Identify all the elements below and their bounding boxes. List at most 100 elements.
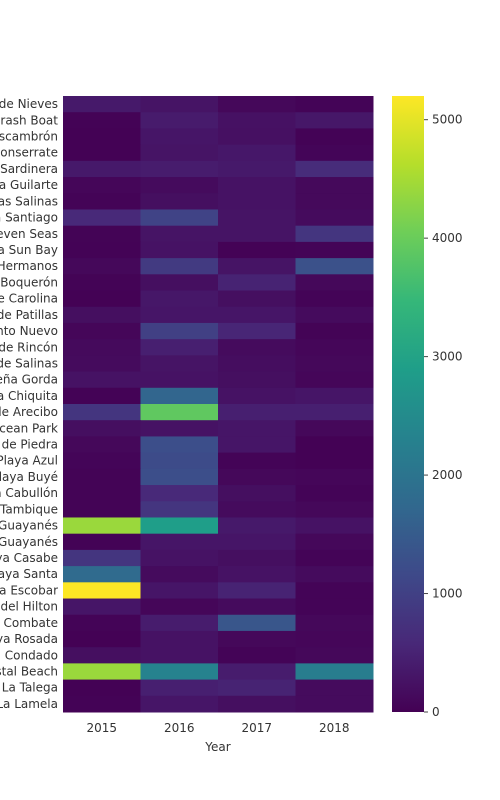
heatmap-cell [63, 96, 141, 113]
heatmap-cell [140, 404, 219, 421]
heatmap-cell [140, 663, 219, 681]
y-tick-label: Balneario de Salinas [0, 356, 58, 370]
heatmap-cell [218, 549, 296, 567]
heatmap-cell [295, 371, 374, 389]
heatmap-cell [140, 144, 219, 162]
heatmap-cell [63, 436, 141, 454]
heatmap-cell [63, 290, 141, 308]
y-tick-label: Balneario Tres Hermanos [0, 259, 58, 273]
heatmap-cell [295, 96, 374, 113]
heatmap-cell [140, 485, 219, 502]
heatmap-cell [218, 241, 296, 259]
heatmap-cell [140, 598, 219, 616]
heatmap-cell [218, 533, 296, 551]
y-axis-tick-labels: Balneario Jobos / Playa Jobos (Área de N… [0, 96, 58, 711]
y-tick-label: Playa Escobar [0, 583, 58, 597]
heatmap-cell [140, 517, 219, 535]
heatmap-cell [218, 274, 296, 292]
heatmap-cell [295, 128, 374, 146]
heatmap-cell [295, 387, 374, 405]
heatmap-cell [140, 630, 219, 648]
heatmap-cell [295, 225, 374, 243]
heatmap-cell [218, 193, 296, 210]
y-tick-label: Balneario de Carolina [0, 292, 58, 306]
y-tick-label: Playa Tambique [0, 502, 58, 516]
y-tick-label: Playa Chiquita [0, 389, 58, 403]
y-tick-label: Balneario Seven Seas [0, 227, 58, 241]
heatmap-cell [218, 371, 296, 389]
y-tick-label: Playa Santiago [0, 211, 58, 225]
heatmap-cell [140, 695, 219, 713]
heatmap-cell [218, 339, 296, 356]
heatmap-cell [63, 598, 141, 616]
heatmap-cell [218, 452, 296, 470]
heatmap-cell [218, 420, 296, 437]
heatmap-cell [295, 452, 374, 470]
heatmap-cell [218, 96, 296, 113]
heatmap-cell [140, 436, 219, 454]
heatmap-cell [295, 582, 374, 600]
heatmap-cell [140, 241, 219, 259]
y-tick-label: Playa Condado [0, 648, 58, 662]
colorbar-tick-labels: 0 1000 2000 3000 4000 5000 [424, 113, 463, 719]
heatmap-cell [63, 258, 141, 275]
heatmap-cell [63, 420, 141, 437]
x-axis-title: Year [204, 740, 230, 754]
heatmap-cell [63, 501, 141, 518]
heatmap-cell [295, 306, 374, 324]
heatmap-cell [140, 371, 219, 389]
heatmap-cell [63, 355, 141, 373]
heatmap-cell [140, 177, 219, 194]
heatmap-cell [63, 533, 141, 551]
y-tick-label: Playa Sun Bay [0, 243, 58, 257]
heatmap-cell [63, 468, 141, 486]
y-tick-label: Playa Caña Gorda de Piedra [0, 438, 58, 452]
heatmap-cell [63, 128, 141, 146]
heatmap-cell [295, 485, 374, 502]
heatmap-cell [140, 112, 219, 129]
heatmap-cell [140, 566, 219, 583]
colorbar-tick-label: 1000 [432, 587, 463, 601]
heatmap-cell [295, 663, 374, 681]
y-tick-label: Playa Buyé [0, 470, 58, 484]
heatmap-cell [63, 322, 141, 340]
x-tick-label: 2017 [241, 721, 272, 735]
heatmap-cell [63, 112, 141, 129]
heatmap-cell [218, 679, 296, 697]
heatmap-cell [63, 225, 141, 243]
heatmap-cell [63, 160, 141, 178]
y-tick-label: Balneario de Peña Gorda [0, 373, 58, 387]
heatmap-cell [63, 566, 141, 583]
y-tick-label: Playa Cabullón [0, 486, 58, 500]
heatmap-cell [295, 177, 374, 194]
heatmap-cell [63, 193, 141, 210]
colorbar-tick-label: 2000 [432, 468, 463, 482]
y-tick-label: Crystal Beach [0, 664, 58, 678]
heatmap-cell [218, 306, 296, 324]
x-tick-label: 2016 [164, 721, 195, 735]
heatmap-cell [63, 663, 141, 681]
y-tick-label: Playa Combate [0, 616, 58, 630]
y-tick-label: Balneario El Escambrón [0, 130, 58, 144]
x-tick-label: 2015 [86, 721, 117, 735]
heatmap-cell [218, 144, 296, 162]
heatmap-cell [295, 630, 374, 648]
heatmap-cell [140, 468, 219, 486]
heatmap-cell [218, 290, 296, 308]
heatmap-cell [218, 598, 296, 616]
heatmap-cell [295, 274, 374, 292]
heatmap-cell [218, 322, 296, 340]
heatmap-cell [63, 241, 141, 259]
heatmap-cell [295, 598, 374, 616]
heatmap-cell [295, 258, 374, 275]
heatmap-cell [295, 339, 374, 356]
heatmap-cell [140, 452, 219, 470]
y-tick-label: Balneario de Rincón [0, 340, 58, 354]
heatmap-cell [218, 501, 296, 518]
heatmap-cell [218, 582, 296, 600]
y-tick-label: Playa Azul [0, 454, 58, 468]
heatmap-cell [63, 695, 141, 713]
heatmap-cell [63, 387, 141, 405]
heatmap-cell [63, 209, 141, 227]
y-tick-label: Playa Crash Boat [0, 113, 58, 127]
